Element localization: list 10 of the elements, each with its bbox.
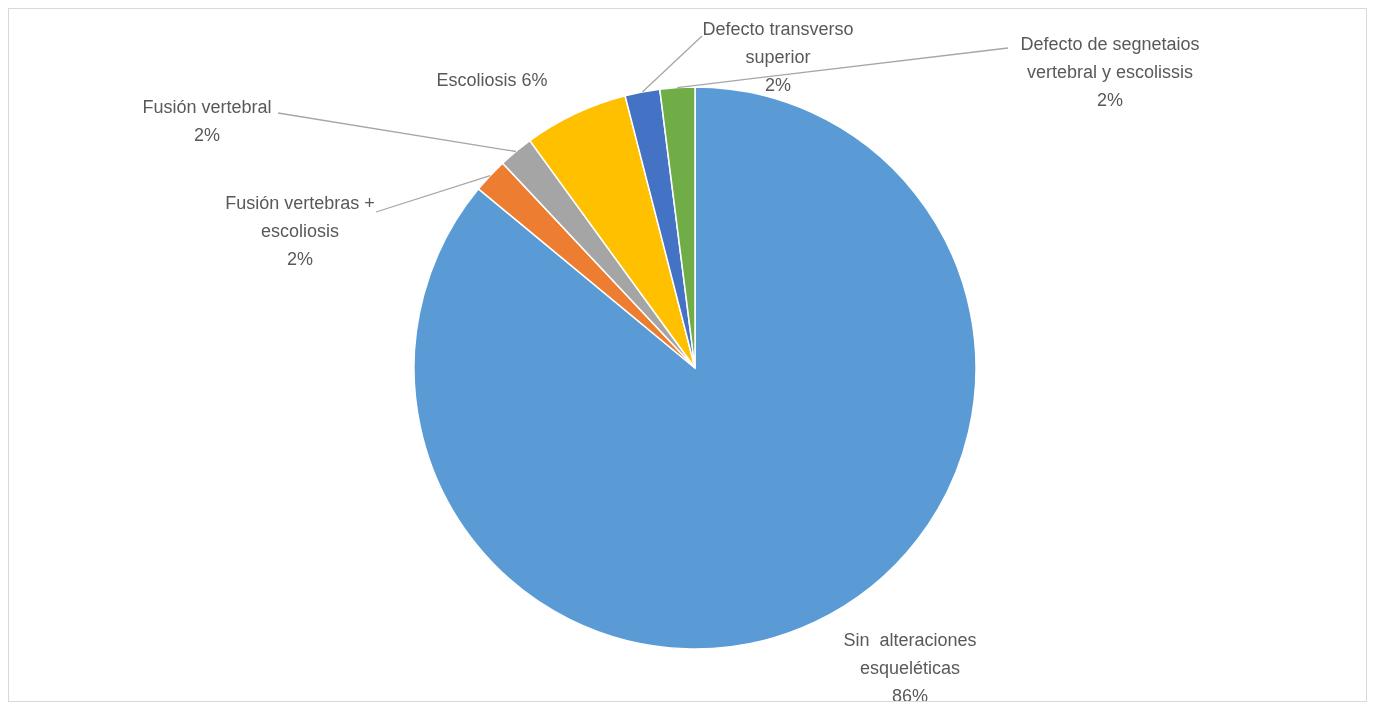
data-label: 2% — [1096, 90, 1124, 110]
data-label: 2% — [764, 75, 792, 95]
data-label: 2% — [286, 249, 314, 269]
slice-label: Fusión vertebras + escoliosis — [225, 193, 375, 241]
slice-label: Fusión vertebral — [142, 97, 272, 117]
slice-label: Sin alteraciones esqueléticas — [843, 630, 977, 678]
data-label: 2% — [193, 125, 221, 145]
slice-label: Escoliosis 6% — [436, 70, 548, 90]
slice-label: Defecto transverso superior — [702, 19, 854, 67]
slice-label: Defecto de segnetaios vertebral y escolissis — [1020, 34, 1200, 82]
